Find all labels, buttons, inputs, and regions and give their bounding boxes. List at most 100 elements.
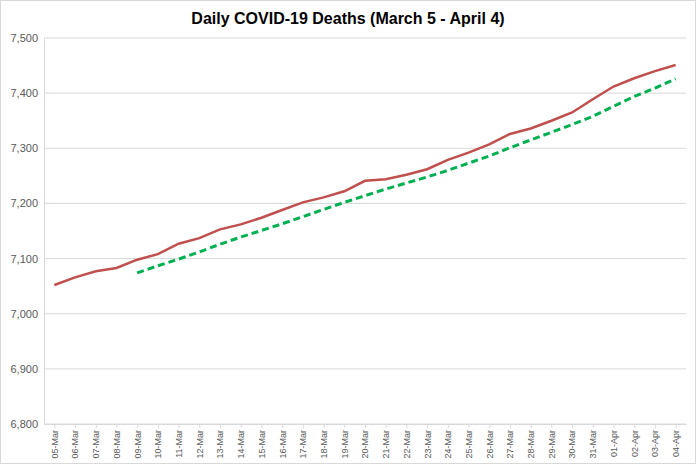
x-tick-label: 31-Mar (588, 430, 598, 459)
x-tick-label: 12-Mar (195, 430, 205, 459)
x-tick: 27-Mar (505, 424, 515, 459)
y-tick-label: 7,000 (10, 308, 38, 320)
x-tick: 09-Mar (133, 424, 143, 459)
x-tick: 06-Mar (70, 424, 80, 459)
x-tick-mark (406, 424, 407, 428)
chart: Daily COVID-19 Deaths (March 5 - April 4… (0, 0, 696, 464)
x-tick-label: 26-Mar (485, 430, 495, 459)
x-tick-mark (510, 424, 511, 428)
x-tick-mark (282, 424, 283, 428)
x-tick-mark (634, 424, 635, 428)
x-tick: 19-Mar (340, 424, 350, 459)
x-tick-mark (614, 424, 615, 428)
x-tick-label: 24-Mar (443, 430, 453, 459)
x-tick-label: 03-Apr (650, 430, 660, 457)
grid (44, 38, 686, 424)
x-tick-label: 04-Apr (671, 430, 681, 457)
x-tick-label: 30-Mar (567, 430, 577, 459)
x-tick: 17-Mar (298, 424, 308, 459)
x-tick-mark (54, 424, 55, 428)
x-tick: 26-Mar (485, 424, 495, 459)
x-tick: 15-Mar (257, 424, 267, 459)
x-tick-label: 02-Apr (630, 430, 640, 457)
x-tick: 03-Apr (650, 424, 660, 457)
x-tick-mark (241, 424, 242, 428)
y-tick-label: 7,500 (10, 32, 38, 44)
x-tick-mark (469, 424, 470, 428)
x-tick: 11-Mar (174, 424, 184, 458)
x-tick-mark (303, 424, 304, 428)
x-tick-mark (261, 424, 262, 428)
x-tick-mark (179, 424, 180, 428)
x-tick-label: 10-Mar (153, 430, 163, 459)
y-tick: 6,900 (10, 363, 44, 375)
x-tick-label: 08-Mar (112, 430, 122, 459)
x-tick-label: 19-Mar (340, 430, 350, 459)
x-tick-mark (365, 424, 366, 428)
x-tick: 07-Mar (91, 424, 101, 459)
x-tick-label: 01-Apr (609, 430, 619, 457)
x-tick: 30-Mar (567, 424, 577, 459)
y-tick-label: 7,400 (10, 87, 38, 99)
x-tick: 18-Mar (319, 424, 329, 459)
y-tick: 7,300 (10, 142, 44, 154)
x-tick-label: 22-Mar (402, 430, 412, 459)
x-tick: 02-Apr (630, 424, 640, 457)
y-tick-label: 6,800 (10, 418, 38, 430)
x-tick-mark (344, 424, 345, 428)
x-tick: 04-Apr (671, 424, 681, 457)
x-tick-mark (655, 424, 656, 428)
grid-line (44, 148, 686, 149)
y-tick: 7,400 (10, 87, 44, 99)
x-tick-mark (676, 424, 677, 428)
x-tick-label: 18-Mar (319, 430, 329, 459)
x-tick-label: 11-Mar (174, 430, 184, 458)
x-tick-mark (572, 424, 573, 428)
x-tick-label: 25-Mar (464, 430, 474, 459)
x-tick: 01-Apr (609, 424, 619, 457)
x-tick: 24-Mar (443, 424, 453, 459)
x-tick-mark (489, 424, 490, 428)
y-tick-label: 6,900 (10, 363, 38, 375)
x-tick: 28-Mar (526, 424, 536, 459)
y-tick: 7,200 (10, 197, 44, 209)
x-tick-mark (75, 424, 76, 428)
x-tick: 13-Mar (215, 424, 225, 459)
x-tick-mark (531, 424, 532, 428)
x-tick-mark (551, 424, 552, 428)
x-tick-label: 23-Mar (423, 430, 433, 459)
x-tick: 12-Mar (195, 424, 205, 459)
x-tick: 05-Mar (50, 424, 60, 459)
x-tick-mark (386, 424, 387, 428)
y-tick-label: 7,300 (10, 142, 38, 154)
x-tick-mark (137, 424, 138, 428)
x-tick-mark (158, 424, 159, 428)
y-tick: 7,000 (10, 308, 44, 320)
x-tick-label: 27-Mar (505, 430, 515, 459)
x-tick-mark (116, 424, 117, 428)
plot: 6,8006,9007,0007,1007,2007,3007,4007,500… (10, 32, 686, 458)
x-tick-mark (199, 424, 200, 428)
x-tick-label: 07-Mar (91, 430, 101, 459)
y-tick: 7,500 (10, 32, 44, 44)
x-tick-label: 21-Mar (381, 430, 391, 459)
series-line (137, 79, 675, 273)
x-tick: 25-Mar (464, 424, 474, 459)
x-tick: 31-Mar (588, 424, 598, 459)
title: Daily COVID-19 Deaths (March 5 - April 4… (191, 10, 504, 27)
grid-line (44, 313, 686, 314)
y-axis-line (44, 39, 45, 425)
x-tick-mark (324, 424, 325, 428)
x-tick-label: 06-Mar (70, 430, 80, 459)
x-tick-label: 28-Mar (526, 430, 536, 459)
x-tick: 14-Mar (236, 424, 246, 459)
x-tick-mark (593, 424, 594, 428)
x-tick-label: 16-Mar (278, 430, 288, 459)
x-tick: 29-Mar (547, 424, 557, 459)
grid-line (44, 203, 686, 204)
grid-line (44, 38, 686, 39)
x-tick: 21-Mar (381, 424, 391, 459)
chart-border (1, 1, 696, 464)
x-tick-mark (96, 424, 97, 428)
x-tick-mark (220, 424, 221, 428)
